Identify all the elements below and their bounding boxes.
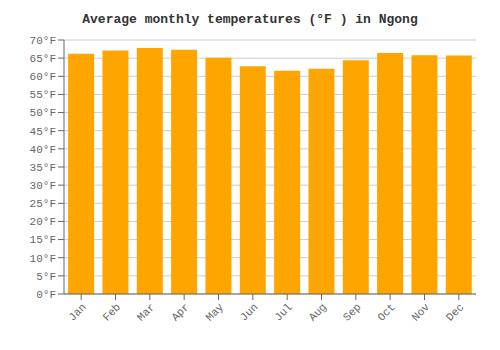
svg-text:30°F: 30°F <box>30 180 56 192</box>
svg-text:45°F: 45°F <box>30 126 56 138</box>
svg-text:60°F: 60°F <box>30 71 56 83</box>
svg-text:Oct: Oct <box>375 301 397 323</box>
svg-text:Mar: Mar <box>135 301 157 323</box>
svg-text:Jan: Jan <box>66 301 88 323</box>
svg-text:Nov: Nov <box>410 301 433 324</box>
svg-text:40°F: 40°F <box>30 144 56 156</box>
svg-text:Aug: Aug <box>307 301 329 323</box>
svg-text:35°F: 35°F <box>30 162 56 174</box>
svg-text:Dec: Dec <box>444 301 466 323</box>
html-text:Average monthly temperatures (: Average monthly temperatures (°F ) in Ng… <box>82 12 418 27</box>
svg-text:10°F: 10°F <box>30 253 56 265</box>
svg-text:Apr: Apr <box>169 301 191 323</box>
svg-text:20°F: 20°F <box>30 216 56 228</box>
svg-text:Jul: Jul <box>272 301 294 323</box>
svg-text:25°F: 25°F <box>30 198 56 210</box>
svg-text:15°F: 15°F <box>30 234 56 246</box>
svg-text:65°F: 65°F <box>30 53 56 65</box>
svg-text:Feb: Feb <box>101 301 123 323</box>
svg-text:May: May <box>204 301 227 324</box>
svg-text:5°F: 5°F <box>36 271 56 283</box>
svg-text:70°F: 70°F <box>30 35 56 47</box>
svg-text:50°F: 50°F <box>30 107 56 119</box>
svg-text:55°F: 55°F <box>30 89 56 101</box>
svg-text:0°F: 0°F <box>36 289 56 301</box>
svg-text:Sep: Sep <box>341 301 363 323</box>
svg-text:Jun: Jun <box>238 301 260 323</box>
